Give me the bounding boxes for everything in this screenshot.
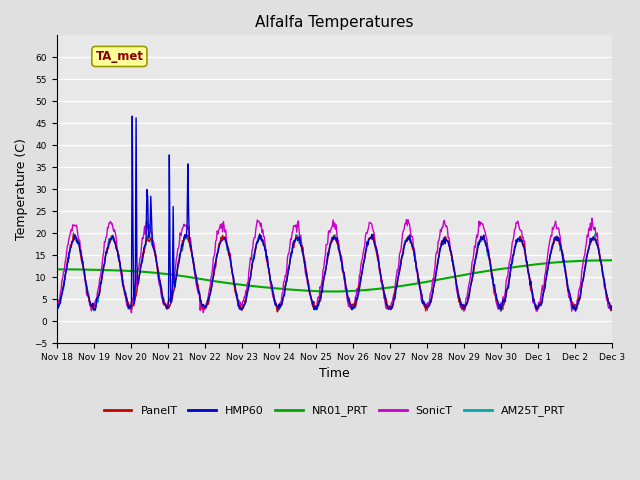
NR01_PRT xyxy=(52,266,60,272)
SonicT xyxy=(207,283,214,288)
AM25T_PRT xyxy=(418,293,426,299)
SonicT xyxy=(419,298,426,304)
AM25T_PRT xyxy=(402,239,410,244)
HMP60 xyxy=(63,266,70,272)
AM25T_PRT xyxy=(205,295,213,301)
SonicT xyxy=(63,250,70,255)
PanelT xyxy=(403,236,411,242)
PanelT xyxy=(121,288,129,294)
HMP60 xyxy=(419,301,426,307)
SonicT xyxy=(120,285,127,290)
PanelT xyxy=(52,305,60,311)
PanelT xyxy=(274,309,282,315)
NR01_PRT xyxy=(120,268,127,274)
Line: NR01_PRT: NR01_PRT xyxy=(56,260,612,291)
Line: SonicT: SonicT xyxy=(56,218,612,313)
HMP60 xyxy=(52,307,60,312)
AM25T_PRT xyxy=(533,309,541,314)
NR01_PRT xyxy=(205,277,213,283)
AM25T_PRT xyxy=(176,251,184,257)
AM25T_PRT xyxy=(591,231,599,237)
X-axis label: Time: Time xyxy=(319,368,349,381)
NR01_PRT xyxy=(63,266,70,272)
Line: HMP60: HMP60 xyxy=(56,116,612,311)
PanelT xyxy=(70,230,77,236)
AM25T_PRT xyxy=(52,305,60,311)
HMP60 xyxy=(608,303,616,309)
Text: TA_met: TA_met xyxy=(95,50,143,63)
Line: AM25T_PRT: AM25T_PRT xyxy=(56,234,612,312)
HMP60 xyxy=(207,291,214,297)
SonicT xyxy=(608,305,616,311)
HMP60 xyxy=(572,308,579,314)
NR01_PRT xyxy=(403,282,410,288)
SonicT xyxy=(127,310,135,316)
PanelT xyxy=(420,299,428,305)
NR01_PRT xyxy=(176,273,184,278)
HMP60 xyxy=(177,248,185,254)
SonicT xyxy=(403,217,410,223)
HMP60 xyxy=(120,286,127,291)
PanelT xyxy=(608,303,616,309)
PanelT xyxy=(63,265,70,271)
PanelT xyxy=(177,248,185,254)
NR01_PRT xyxy=(329,288,337,294)
AM25T_PRT xyxy=(63,265,70,271)
AM25T_PRT xyxy=(120,284,127,290)
Title: Alfalfa Temperatures: Alfalfa Temperatures xyxy=(255,15,413,30)
HMP60 xyxy=(403,238,410,244)
PanelT xyxy=(207,290,214,296)
AM25T_PRT xyxy=(608,306,616,312)
SonicT xyxy=(177,233,185,239)
Y-axis label: Temperature (C): Temperature (C) xyxy=(15,138,28,240)
HMP60 xyxy=(129,113,136,119)
SonicT xyxy=(52,304,60,310)
SonicT xyxy=(588,216,596,221)
Legend: PanelT, HMP60, NR01_PRT, SonicT, AM25T_PRT: PanelT, HMP60, NR01_PRT, SonicT, AM25T_P… xyxy=(99,401,569,421)
NR01_PRT xyxy=(608,257,616,263)
Line: PanelT: PanelT xyxy=(56,233,612,312)
NR01_PRT xyxy=(419,280,426,286)
